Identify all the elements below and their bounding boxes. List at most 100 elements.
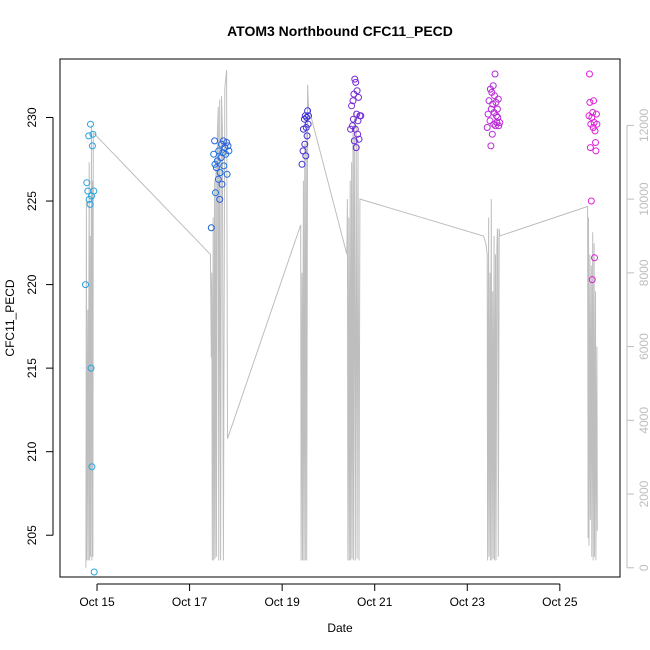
plot-frame xyxy=(59,58,621,578)
y2-tick-label: 4000 xyxy=(637,407,650,434)
data-point xyxy=(354,130,362,138)
data-point xyxy=(347,125,355,133)
data-point xyxy=(223,170,231,178)
data-point xyxy=(216,169,224,177)
data-point xyxy=(355,93,362,101)
data-point xyxy=(85,132,93,140)
data-point xyxy=(351,75,359,83)
data-point xyxy=(590,97,598,105)
data-point xyxy=(225,147,233,155)
x-tick-label: Oct 21 xyxy=(357,595,393,609)
y2-tick-label: 12000 xyxy=(637,108,650,142)
data-point xyxy=(488,130,496,138)
x-tick-label: Oct 19 xyxy=(264,595,300,609)
x-tick-label: Oct 25 xyxy=(542,595,578,609)
data-point xyxy=(301,140,309,148)
data-point xyxy=(489,100,497,108)
data-point xyxy=(210,150,218,158)
data-point xyxy=(492,122,499,130)
data-point xyxy=(349,97,357,105)
data-point xyxy=(592,139,599,146)
data-point xyxy=(348,102,356,110)
y-tick-label: 210 xyxy=(25,441,39,461)
data-point xyxy=(305,112,312,120)
y-tick-label: 220 xyxy=(25,274,39,294)
data-point xyxy=(82,281,89,289)
data-point xyxy=(218,180,226,188)
y2-axis: 0 2000 4000 6000 8000 10000 12000 xyxy=(626,108,650,571)
data-point xyxy=(591,127,599,135)
data-point xyxy=(487,142,495,150)
data-point xyxy=(483,124,491,131)
data-point xyxy=(352,144,360,152)
data-point xyxy=(589,109,597,116)
data-point xyxy=(90,187,98,195)
data-point xyxy=(357,112,365,120)
data-point xyxy=(207,224,215,232)
y-tick-label: 205 xyxy=(25,525,39,545)
data-point xyxy=(587,197,595,205)
x-axis: Oct 15 Oct 17 Oct 19 Oct 21 Oct 23 Oct 25 xyxy=(79,583,578,609)
y-tick-label: 215 xyxy=(25,358,39,378)
data-point xyxy=(592,110,600,118)
data-point xyxy=(591,254,598,262)
data-point xyxy=(586,144,594,152)
data-point xyxy=(89,130,97,138)
data-point xyxy=(214,175,222,183)
data-point xyxy=(223,139,231,146)
data-point xyxy=(86,200,94,208)
data-point xyxy=(88,463,96,471)
data-point xyxy=(350,137,358,145)
data-point xyxy=(212,189,219,197)
data-point xyxy=(492,112,500,120)
data-point xyxy=(353,87,361,95)
data-point xyxy=(224,142,232,150)
data-point xyxy=(303,132,311,140)
data-point xyxy=(491,70,499,78)
data-point xyxy=(302,152,310,160)
data-point xyxy=(304,120,312,128)
data-point xyxy=(304,107,312,115)
y2-tick-label: 10000 xyxy=(637,182,650,216)
y2-tick-label: 0 xyxy=(637,564,650,571)
data-point xyxy=(586,70,593,78)
data-point xyxy=(87,364,95,372)
y2-tick-label: 2000 xyxy=(637,480,650,507)
data-point xyxy=(495,122,503,130)
x-tick-label: Oct 17 xyxy=(172,595,208,609)
y2-tick-label: 6000 xyxy=(637,333,650,360)
data-point xyxy=(298,160,306,168)
data-point xyxy=(220,162,228,170)
data-point xyxy=(212,164,220,172)
data-point xyxy=(215,147,223,155)
x-tick-label: Oct 15 xyxy=(79,595,115,609)
data-point xyxy=(83,179,91,187)
y-tick-label: 230 xyxy=(25,107,39,127)
data-point xyxy=(493,119,501,126)
x-tick-label: Oct 23 xyxy=(450,595,486,609)
plot-area xyxy=(82,70,601,576)
data-point xyxy=(586,98,594,106)
data-point xyxy=(496,119,504,126)
data-point xyxy=(349,115,357,123)
y-axis: 205 210 215 220 225 230 xyxy=(25,107,54,545)
data-point xyxy=(303,114,311,121)
data-point xyxy=(494,95,502,103)
data-point xyxy=(592,147,600,155)
data-point xyxy=(588,276,596,284)
data-point xyxy=(87,120,94,128)
data-point xyxy=(90,568,98,576)
data-point xyxy=(88,142,96,150)
data-point xyxy=(216,195,224,203)
x-axis-label: Date xyxy=(327,621,353,635)
data-point xyxy=(593,120,601,128)
chart-title: ATOM3 Northbound CFC11_PECD xyxy=(227,23,453,39)
y-axis-label: CFC11_PECD xyxy=(3,279,17,356)
data-point xyxy=(493,105,501,113)
data-point xyxy=(485,97,493,105)
line-series-path xyxy=(85,70,598,568)
data-point xyxy=(489,82,497,90)
data-point xyxy=(211,137,219,145)
data-point xyxy=(352,78,360,86)
